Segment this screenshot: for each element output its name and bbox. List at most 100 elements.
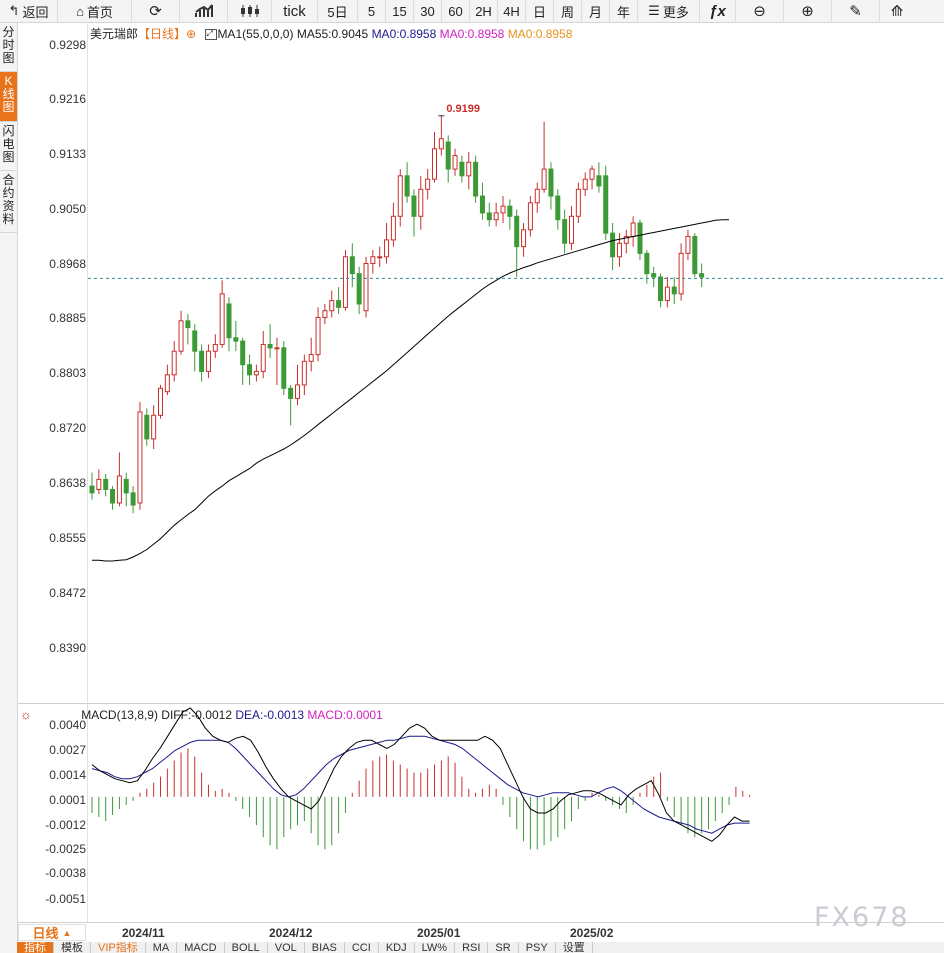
tab-psy[interactable]: PSY: [519, 942, 556, 953]
ma0-label-magenta: MA0:0.8958: [439, 27, 505, 41]
period-30[interactable]: 30: [414, 0, 442, 22]
macd-diff-line: [91, 707, 750, 842]
candle-body: [685, 236, 691, 254]
tab-sr[interactable]: SR: [488, 942, 519, 953]
period-selector[interactable]: 日线 ▲: [18, 924, 86, 941]
tab-ma[interactable]: MA: [146, 942, 178, 953]
macd-settings-icon[interactable]: ☼: [20, 707, 32, 722]
candle-body: [315, 316, 321, 356]
candle-body: [212, 343, 218, 352]
tab-settings[interactable]: 设置: [556, 942, 593, 953]
tab-cci[interactable]: CCI: [345, 942, 379, 953]
collapse-button[interactable]: ⟰: [880, 0, 914, 22]
macd-tick: 0.0027: [49, 743, 86, 757]
candle-body: [555, 195, 561, 221]
candle-body: [678, 252, 684, 295]
chart-legend: 美元瑞郎【日线】⊕ ⤢ MA1(55,0,0,0) MA55:0.9045 MA0…: [90, 25, 572, 42]
candle-body: [356, 273, 362, 305]
price-tick: 0.8638: [49, 476, 86, 490]
ma1-label: MA1(55,0,0,0): [217, 27, 294, 41]
tab-vip-indicators[interactable]: VIP指标: [91, 942, 146, 953]
candle-body: [521, 229, 527, 248]
macd-tick: 0.0001: [49, 793, 86, 807]
period-2h[interactable]: 2H: [470, 0, 498, 22]
candle-body: [692, 236, 698, 275]
candle-body: [432, 148, 437, 180]
refresh-button[interactable]: ⟳: [132, 0, 180, 22]
candle-body: [630, 222, 636, 238]
candlestick-button[interactable]: [228, 0, 272, 22]
tab-contract-info[interactable]: 合约资料: [0, 171, 17, 233]
tab-indicators[interactable]: 指标: [17, 942, 54, 953]
candle-body: [233, 337, 239, 342]
price-tick: 0.8390: [49, 641, 86, 655]
macd-chart[interactable]: [88, 704, 944, 922]
more-button[interactable]: ☰ 更多: [638, 0, 700, 22]
candle-body: [514, 215, 520, 248]
sidebar: 分时图 K线图 闪电图 合约资料: [0, 23, 18, 953]
candle-body: [651, 273, 657, 278]
zoom-out-button[interactable]: ⊖: [736, 0, 784, 22]
formula-button[interactable]: ƒx: [700, 0, 736, 22]
period-15[interactable]: 15: [386, 0, 414, 22]
settings-icon[interactable]: ⊕: [186, 27, 197, 41]
period-5day[interactable]: 5日: [318, 0, 358, 22]
tab-timeshare[interactable]: 分时图: [0, 23, 17, 72]
tab-lw[interactable]: LW%: [415, 942, 456, 953]
candle-body: [110, 489, 116, 504]
bar-chart-button[interactable]: [180, 0, 228, 22]
period-selector-label: 日线: [32, 926, 59, 941]
candle-body: [267, 343, 273, 349]
tab-kdj[interactable]: KDJ: [379, 942, 415, 953]
tab-vol[interactable]: VOL: [268, 942, 305, 953]
candle-body: [616, 242, 622, 258]
tab-macd[interactable]: MACD: [177, 942, 225, 953]
macd-dea-line: [91, 735, 750, 834]
tab-rsi[interactable]: RSI: [455, 942, 489, 953]
pencil-icon: ✎: [849, 3, 862, 20]
tick-button[interactable]: tick: [272, 0, 318, 22]
tab-kline[interactable]: K线图: [0, 72, 17, 122]
candle-body: [610, 232, 616, 258]
candle-body: [384, 239, 390, 258]
period-day[interactable]: 日: [526, 0, 554, 22]
price-tick: 0.9050: [49, 202, 86, 216]
more-label: 更多: [662, 4, 689, 20]
period-5[interactable]: 5: [358, 0, 386, 22]
candle-body: [404, 175, 410, 197]
period-60[interactable]: 60: [442, 0, 470, 22]
back-button[interactable]: ↰ 返回: [0, 0, 58, 22]
candle-body: [452, 155, 458, 170]
candle-body: [205, 350, 211, 372]
tab-flash[interactable]: 闪电图: [0, 122, 17, 171]
indicator-icon[interactable]: ⤢: [205, 29, 218, 41]
candle-body: [644, 252, 650, 275]
period-month[interactable]: 月: [582, 0, 610, 22]
candle-body: [438, 138, 444, 150]
axis-separator: [87, 22, 88, 922]
price-chart[interactable]: 0.9199: [88, 22, 944, 702]
tab-bias[interactable]: BIAS: [305, 942, 345, 953]
candle-body: [596, 175, 602, 187]
home-button[interactable]: ⌂ 首页: [58, 0, 132, 22]
tab-template[interactable]: 模板: [54, 942, 91, 953]
caret-up-icon: ▲: [62, 927, 72, 938]
candle-body: [178, 320, 184, 352]
tab-boll[interactable]: BOLL: [225, 942, 268, 953]
candle-body: [671, 286, 677, 295]
period-4h[interactable]: 4H: [498, 0, 526, 22]
candle-body: [301, 360, 307, 386]
period-week[interactable]: 周: [554, 0, 582, 22]
candle-body: [541, 168, 547, 190]
period-name: 【日线】: [138, 27, 187, 41]
candle-body: [699, 273, 705, 278]
candle-body: [295, 384, 300, 399]
period-year[interactable]: 年: [610, 0, 638, 22]
macd-tick: 0.0014: [49, 768, 86, 782]
draw-button[interactable]: ✎: [832, 0, 880, 22]
candle-body: [240, 340, 246, 366]
candle-body: [336, 300, 342, 308]
zoom-in-button[interactable]: ⊕: [784, 0, 832, 22]
ma55-line: [92, 219, 729, 562]
price-tick: 0.9216: [49, 92, 86, 106]
